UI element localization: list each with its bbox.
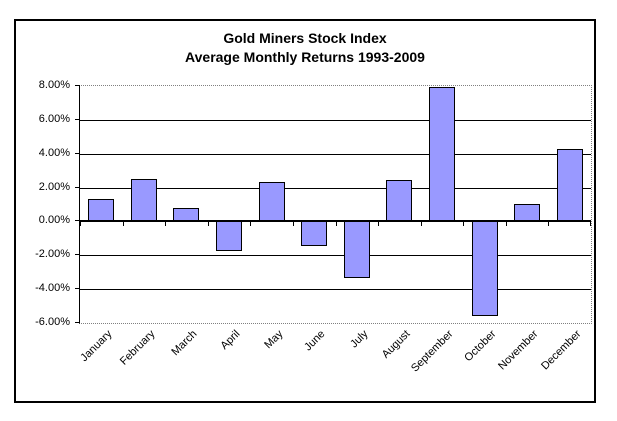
x-axis-tick-3 [208,222,209,226]
x-axis-tick-4 [250,222,251,226]
y-axis-label-4: 0.00% [38,214,70,226]
chart-title: Gold Miners Stock Index Average Monthly … [16,29,594,67]
bar-february [131,179,157,221]
y-axis-label-6: -4.00% [35,282,70,294]
y-axis-label-5: -2.00% [35,248,70,260]
x-axis-tick-1 [123,222,124,226]
x-axis-tick-0 [80,222,81,226]
x-axis-tick-2 [165,222,166,226]
gridline-3 [80,188,591,189]
y-axis-tick-3 [75,187,80,188]
bar-november [514,204,540,221]
x-axis-tick-11 [548,222,549,226]
bar-may [259,182,285,221]
y-axis-label-3: 2.00% [38,181,70,193]
x-axis-tick-12 [590,222,591,226]
x-axis-zero-line [80,220,591,222]
y-axis-label-2: 4.00% [38,147,70,159]
bar-august [386,180,412,221]
y-axis-tick-5 [75,254,80,255]
gridline-1 [80,120,591,121]
x-axis-tick-8 [421,222,422,226]
y-axis-tick-0 [75,85,80,86]
bar-october [472,221,498,316]
y-axis-label-7: -6.00% [35,316,70,328]
y-axis-label-0: 8.00% [38,79,70,91]
gridline-5 [80,255,591,256]
bar-june [301,221,327,246]
gridline-6 [80,289,591,290]
x-axis-tick-6 [336,222,337,226]
y-axis-tick-2 [75,153,80,154]
y-axis-tick-6 [75,288,80,289]
x-axis-tick-9 [463,222,464,226]
y-axis-label-1: 6.00% [38,113,70,125]
x-axis-tick-10 [506,222,507,226]
bar-january [88,199,114,221]
chart-frame: Gold Miners Stock Index Average Monthly … [14,19,596,403]
x-axis-tick-7 [378,222,379,226]
gridline-2 [80,154,591,155]
bar-september [429,87,455,222]
chart-title-line2: Average Monthly Returns 1993-2009 [185,49,425,65]
x-axis-tick-5 [293,222,294,226]
chart-title-line1: Gold Miners Stock Index [223,30,387,46]
y-axis-tick-7 [75,322,80,323]
bar-december [557,149,583,222]
bar-april [216,221,242,251]
y-axis-tick-4 [75,220,80,221]
bar-july [344,221,370,278]
plot-area [79,85,592,324]
y-axis-tick-1 [75,119,80,120]
